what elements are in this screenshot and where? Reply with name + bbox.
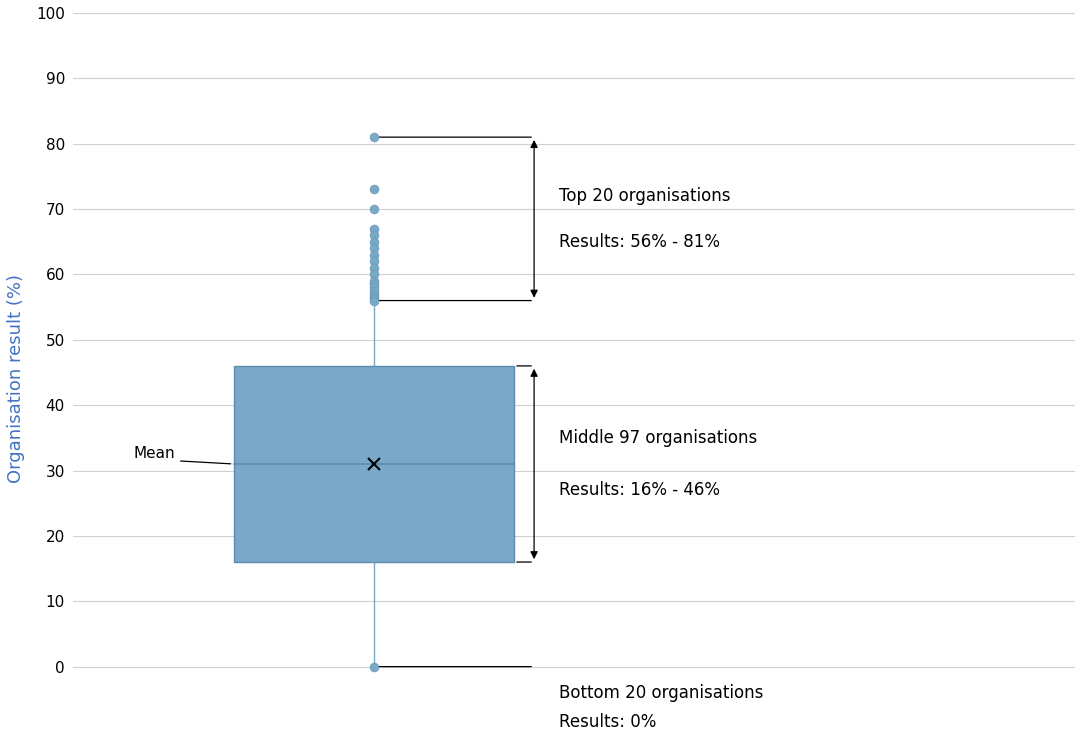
Bar: [234, 366, 514, 562]
Text: Middle 97 organisations: Middle 97 organisations: [559, 429, 757, 447]
Text: Results: 56% - 81%: Results: 56% - 81%: [559, 232, 721, 250]
Text: Mean: Mean: [133, 446, 230, 464]
Text: Bottom 20 organisations: Bottom 20 organisations: [559, 684, 764, 702]
Text: Results: 16% - 46%: Results: 16% - 46%: [559, 481, 721, 499]
Text: Results: 0%: Results: 0%: [559, 713, 657, 731]
Y-axis label: Organisation result (%): Organisation result (%): [6, 274, 25, 484]
Text: Top 20 organisations: Top 20 organisations: [559, 187, 730, 205]
